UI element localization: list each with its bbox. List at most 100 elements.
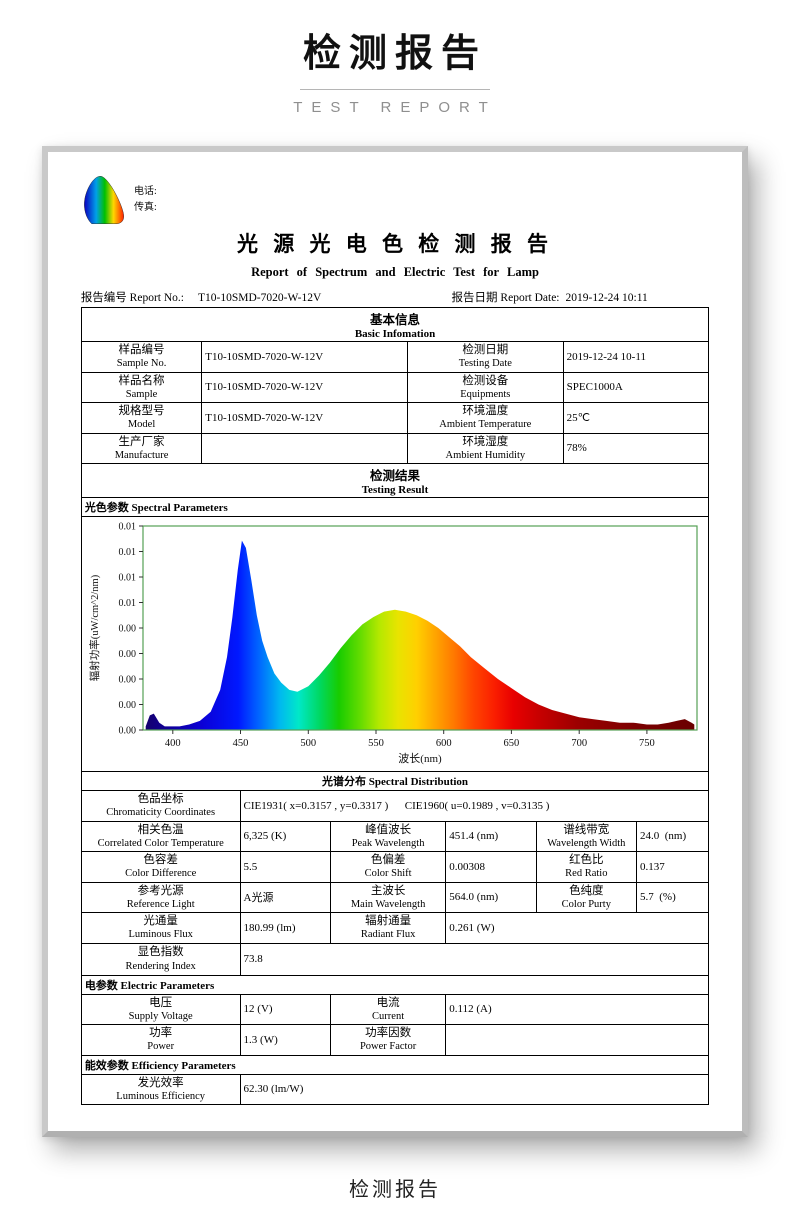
table-row: 光色参数 Spectral Parameters <box>80 497 710 517</box>
label-en: Ambient Humidity <box>445 449 526 461</box>
report-no: 报告编号 Report No.: T10-10SMD-7020-W-12V <box>81 289 452 305</box>
label-en: Testing Date <box>458 358 512 370</box>
svg-text:500: 500 <box>300 738 316 749</box>
cell-value: 5.5 <box>239 851 331 883</box>
svg-text:700: 700 <box>571 738 587 749</box>
basic-info-table: 基本信息 Basic Infomation 样品编号 Sample No. T10… <box>80 307 710 498</box>
page-subtitle: TEST REPORT <box>293 99 497 116</box>
cell-label: 环境温度 Ambient Temperature <box>407 402 564 434</box>
page-title: 检测报告 <box>302 33 487 75</box>
cell-label: 生产厂家 Manufacture <box>80 432 203 464</box>
svg-text:0.00: 0.00 <box>119 700 137 711</box>
cell-value: 78% <box>562 432 710 464</box>
cell-label: 谱线带宽 Wavelength Width <box>535 820 638 852</box>
cell-label: 红色比 Red Ratio <box>535 851 638 883</box>
table-row: 相关色温 Correlated Color Temperature 6,325 (… <box>80 820 710 852</box>
cell-label: 电流 Current <box>329 993 447 1025</box>
label-zh: 环境温度 <box>462 405 509 417</box>
label-zh: 主波长 <box>370 884 406 897</box>
cell-value: 73.8 <box>239 942 710 976</box>
header-zh: 检测结果 <box>369 469 420 483</box>
cell-label: 检测设备 Equipments <box>407 371 564 403</box>
cell-label: 检测日期 Testing Date <box>407 341 564 373</box>
chart-cell: 400 450 500 550 600 650 700 750 0.01 0.01 0.01 0.01… <box>80 516 710 772</box>
report-meta: 报告编号 Report No.: T10-10SMD-7020-W-12V 报告日… <box>81 289 709 305</box>
svg-text:0.00: 0.00 <box>119 649 137 660</box>
label-zh: 光通量 <box>143 915 178 927</box>
cell-value: 564.0 (nm) <box>445 881 537 913</box>
cell-value: 62.30 (lm/W) <box>239 1073 710 1105</box>
label-zh: 样品名称 <box>118 374 165 387</box>
label-zh: 检测设备 <box>462 374 509 387</box>
cell-value: 180.99 (lm) <box>239 912 331 944</box>
section-electric-parameters: 电参数 Electric Parameters <box>80 974 710 995</box>
table-row: 样品名称 Sample T10-10SMD-7020-W-12V 检测设备 Equi… <box>80 371 710 403</box>
label-en: Wavelength Width <box>547 837 626 849</box>
table-row: 色品坐标 Chromaticity Coordinates CIE1931( x=… <box>80 790 710 822</box>
cell-value <box>201 432 409 464</box>
table-row: 基本信息 Basic Infomation <box>80 307 710 342</box>
label-en: Ambient Temperature <box>439 419 532 431</box>
cell-label: 发光效率 Luminous Efficiency <box>80 1073 241 1105</box>
svg-text:0.00: 0.00 <box>119 675 137 686</box>
label-zh: 规格型号 <box>118 405 165 417</box>
cell-value: T10-10SMD-7020-W-12V <box>201 402 409 434</box>
label-en: Equipments <box>460 388 511 400</box>
table-row: 功率 Power 1.3 (W) 功率因数 Power Factor <box>80 1024 710 1056</box>
cell-value: T10-10SMD-7020-W-12V <box>201 371 409 403</box>
svg-text:0.01: 0.01 <box>119 547 137 558</box>
svg-text:750: 750 <box>639 738 655 749</box>
cell-value: 0.261 (W) <box>445 912 710 944</box>
report-frame: 电话: 传真: 光 源 光 电 色 检 测 报 告 Report of Spec… <box>42 146 748 1137</box>
report-date-label: 报告日期 Report Date: <box>451 292 560 304</box>
basic-info-header: 基本信息 Basic Infomation <box>80 307 710 342</box>
label-en: Sample No. <box>116 358 167 370</box>
doc-letterhead: 电话: 传真: <box>66 172 724 228</box>
cell-label: 样品编号 Sample No. <box>80 341 203 373</box>
table-row: 规格型号 Model T10-10SMD-7020-W-12V 环境温度 Ambie… <box>80 402 710 434</box>
cie-chromaticity-logo-icon <box>84 176 124 224</box>
label-zh: 电压 <box>149 996 173 1009</box>
page: 检测报告 TEST REPORT <box>42 33 748 1201</box>
label-en: Radiant Flux <box>360 929 416 941</box>
label-zh: 色品坐标 <box>137 793 184 805</box>
page-footer: 检测报告 <box>349 1179 441 1201</box>
label-zh: 参考光源 <box>137 884 184 897</box>
cell-value: 2019-12-24 10-11 <box>562 341 710 373</box>
contact-block: 电话: 传真: <box>134 184 157 216</box>
label-zh: 样品编号 <box>118 344 165 356</box>
svg-text:0.00: 0.00 <box>119 726 137 737</box>
svg-text:600: 600 <box>436 738 452 749</box>
label-en: Power Factor <box>359 1041 417 1053</box>
table-row: 光谱分布 Spectral Distribution <box>80 771 710 791</box>
table-row: 发光效率 Luminous Efficiency 62.30 (lm/W) <box>80 1073 710 1105</box>
svg-text:辐射功率(uW/cm^2/nm): 辐射功率(uW/cm^2/nm) <box>88 574 101 681</box>
label-zh: 色容差 <box>143 854 178 866</box>
svg-text:550: 550 <box>368 738 384 749</box>
fax-label: 传真: <box>134 202 157 213</box>
title-divider <box>300 89 490 90</box>
cell-label: 主波长 Main Wavelength <box>329 881 447 913</box>
svg-text:400: 400 <box>165 738 181 749</box>
label-zh: 显色指数 <box>137 946 184 959</box>
label-en: Power <box>147 1041 175 1053</box>
report-date: 报告日期 Report Date: 2019-12-24 10:11 <box>452 289 710 305</box>
label-en: Correlated Color Temperature <box>97 837 224 849</box>
label-zh: 发光效率 <box>137 1076 184 1089</box>
cell-label: 功率 Power <box>80 1024 241 1056</box>
label-en: Chromaticity Coordinates <box>106 807 216 819</box>
testing-result-header: 检测结果 Testing Result <box>80 463 710 498</box>
label-en: Peak Wavelength <box>351 837 425 849</box>
cell-value: SPEC1000A <box>562 371 710 403</box>
table-row: 显色指数 Rendering Index 73.8 <box>80 942 710 976</box>
label-zh: 色纯度 <box>569 884 604 897</box>
header-en: Basic Infomation <box>354 328 436 340</box>
label-zh: 电流 <box>376 996 400 1009</box>
label-en: Rendering Index <box>125 960 196 972</box>
cell-label: 色品坐标 Chromaticity Coordinates <box>80 790 241 822</box>
parameters-table: 光色参数 Spectral Parameters 400 450 500 550 600… <box>80 497 710 1105</box>
label-zh: 检测日期 <box>462 344 509 356</box>
cell-label: 规格型号 Model <box>80 402 203 434</box>
label-zh: 生产厂家 <box>118 435 165 448</box>
cell-value: 12 (V) <box>239 993 331 1025</box>
